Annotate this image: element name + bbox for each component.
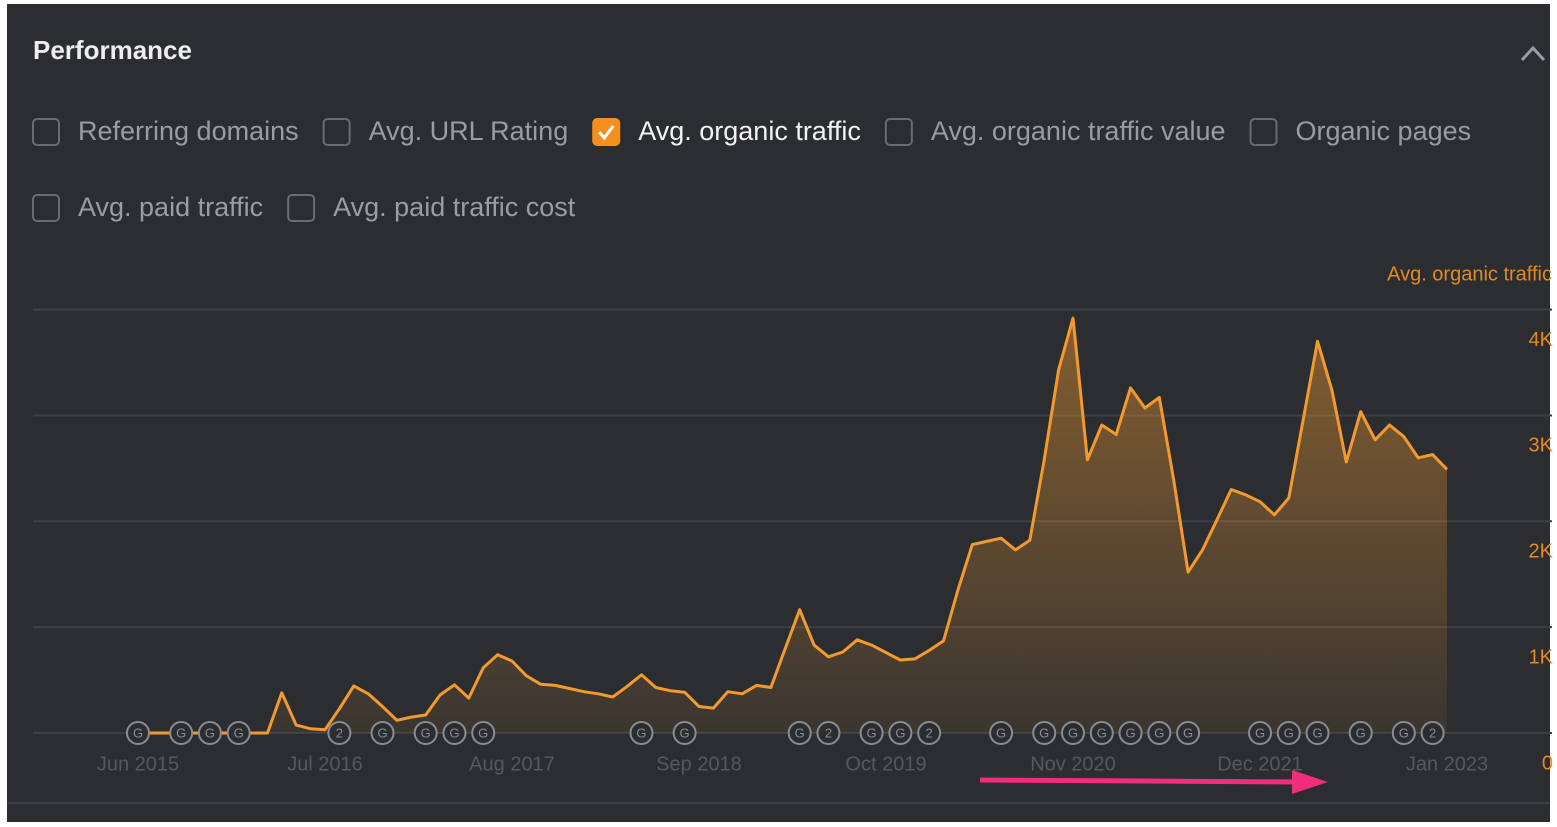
event-marker-label: G (1125, 725, 1135, 740)
event-marker[interactable] (989, 721, 1014, 745)
event-marker[interactable] (370, 721, 395, 745)
event-marker-label: G (1284, 725, 1294, 740)
event-marker[interactable] (471, 721, 496, 745)
event-marker[interactable] (917, 721, 942, 745)
checkbox-label[interactable]: Avg. URL Rating (369, 116, 569, 146)
event-marker[interactable] (1305, 721, 1330, 745)
event-marker[interactable] (1391, 721, 1416, 745)
event-marker[interactable] (413, 721, 438, 745)
event-marker-label: G (1154, 725, 1164, 740)
event-marker-label: G (1039, 725, 1049, 740)
checkbox-check (598, 125, 615, 141)
event-marker[interactable] (1147, 721, 1172, 745)
event-marker-label: G (205, 725, 215, 740)
x-tick-label: Sep 2018 (656, 753, 742, 775)
y-tick-label: 1K (1529, 646, 1554, 668)
traffic-line (138, 316, 1449, 735)
event-marker-label: G (1255, 725, 1265, 740)
event-marker[interactable] (442, 721, 467, 745)
y-tick-label: 0 (1542, 752, 1553, 774)
checkbox-label[interactable]: Referring domains (78, 116, 299, 146)
checkbox[interactable] (32, 118, 60, 146)
checkbox-label[interactable]: Avg. paid traffic (78, 192, 263, 222)
event-marker-label: G (1356, 725, 1366, 740)
event-marker[interactable] (787, 721, 812, 745)
event-marker-label: G (1097, 725, 1107, 740)
event-marker[interactable] (327, 721, 352, 745)
event-marker[interactable] (1032, 721, 1057, 745)
y-tick-label: 4K (1529, 329, 1554, 351)
x-tick-label: Jan 2023 (1406, 753, 1488, 775)
event-marker[interactable] (888, 721, 913, 745)
collapse-chevron[interactable] (1520, 45, 1546, 62)
checkbox[interactable] (1249, 118, 1278, 146)
event-marker-label: G (636, 725, 646, 740)
event-marker[interactable] (226, 721, 251, 745)
checkbox[interactable] (322, 118, 351, 146)
checkbox-label[interactable]: Organic pages (1296, 116, 1472, 146)
event-marker[interactable] (1348, 721, 1373, 745)
event-marker[interactable] (1089, 721, 1114, 745)
event-marker-label: G (867, 725, 877, 740)
checkbox[interactable] (884, 118, 913, 146)
arrow-shaft (979, 777, 1301, 785)
x-tick-label: Nov 2020 (1030, 753, 1116, 775)
checkbox-label[interactable]: Avg. organic traffic value (931, 116, 1226, 146)
x-tick-label: Aug 2017 (469, 753, 555, 775)
event-marker[interactable] (197, 721, 222, 745)
event-marker[interactable] (859, 721, 884, 745)
event-marker-label: 2 (825, 725, 832, 740)
event-marker-label: G (421, 725, 431, 740)
x-tick-label: Dec 2021 (1217, 753, 1303, 775)
event-marker[interactable] (1248, 721, 1272, 745)
arrow-head (1292, 770, 1328, 794)
checkbox-label[interactable]: Avg. organic traffic (638, 116, 861, 146)
event-marker-label: 2 (336, 725, 343, 740)
event-marker-label: G (377, 725, 387, 740)
event-marker[interactable] (126, 721, 150, 745)
panel-title: Performance (33, 35, 192, 65)
checkbox[interactable] (287, 194, 316, 222)
y-tick-label: 2K (1529, 541, 1554, 563)
event-marker[interactable] (1176, 721, 1201, 745)
event-marker-label: G (795, 725, 805, 740)
event-marker-label: G (1399, 725, 1409, 740)
event-marker-label: G (895, 725, 905, 740)
x-tick-label: Jul 2016 (287, 753, 363, 775)
event-marker-label: G (234, 725, 244, 740)
event-marker[interactable] (672, 721, 697, 745)
event-marker-label: G (176, 725, 186, 740)
event-marker[interactable] (169, 721, 194, 745)
event-marker[interactable] (629, 721, 654, 745)
event-marker-label: G (449, 725, 459, 740)
event-marker-label: G (133, 725, 143, 740)
x-tick-label: Jun 2015 (97, 753, 179, 775)
checkbox-label[interactable]: Avg. paid traffic cost (333, 192, 576, 222)
event-marker-label: G (1183, 725, 1193, 740)
event-marker-label: G (478, 725, 488, 740)
event-marker[interactable] (1061, 721, 1085, 745)
event-marker-label: 2 (926, 725, 933, 740)
checkbox[interactable] (32, 194, 60, 222)
event-marker-label: G (680, 725, 690, 740)
area-fill (138, 318, 1447, 733)
event-marker-label: 2 (1429, 725, 1436, 740)
y-tick-label: 3K (1529, 435, 1554, 457)
x-tick-label: Oct 2019 (845, 753, 926, 775)
event-marker-label: G (1312, 725, 1322, 740)
event-marker-label: G (996, 725, 1006, 740)
event-marker-label: G (1068, 725, 1078, 740)
y-axis-title: Avg. organic traffic (1387, 263, 1552, 285)
event-marker[interactable] (816, 721, 841, 745)
event-marker[interactable] (1118, 721, 1143, 745)
event-marker[interactable] (1420, 721, 1445, 745)
event-marker[interactable] (1276, 721, 1301, 745)
checkbox[interactable] (592, 118, 621, 146)
